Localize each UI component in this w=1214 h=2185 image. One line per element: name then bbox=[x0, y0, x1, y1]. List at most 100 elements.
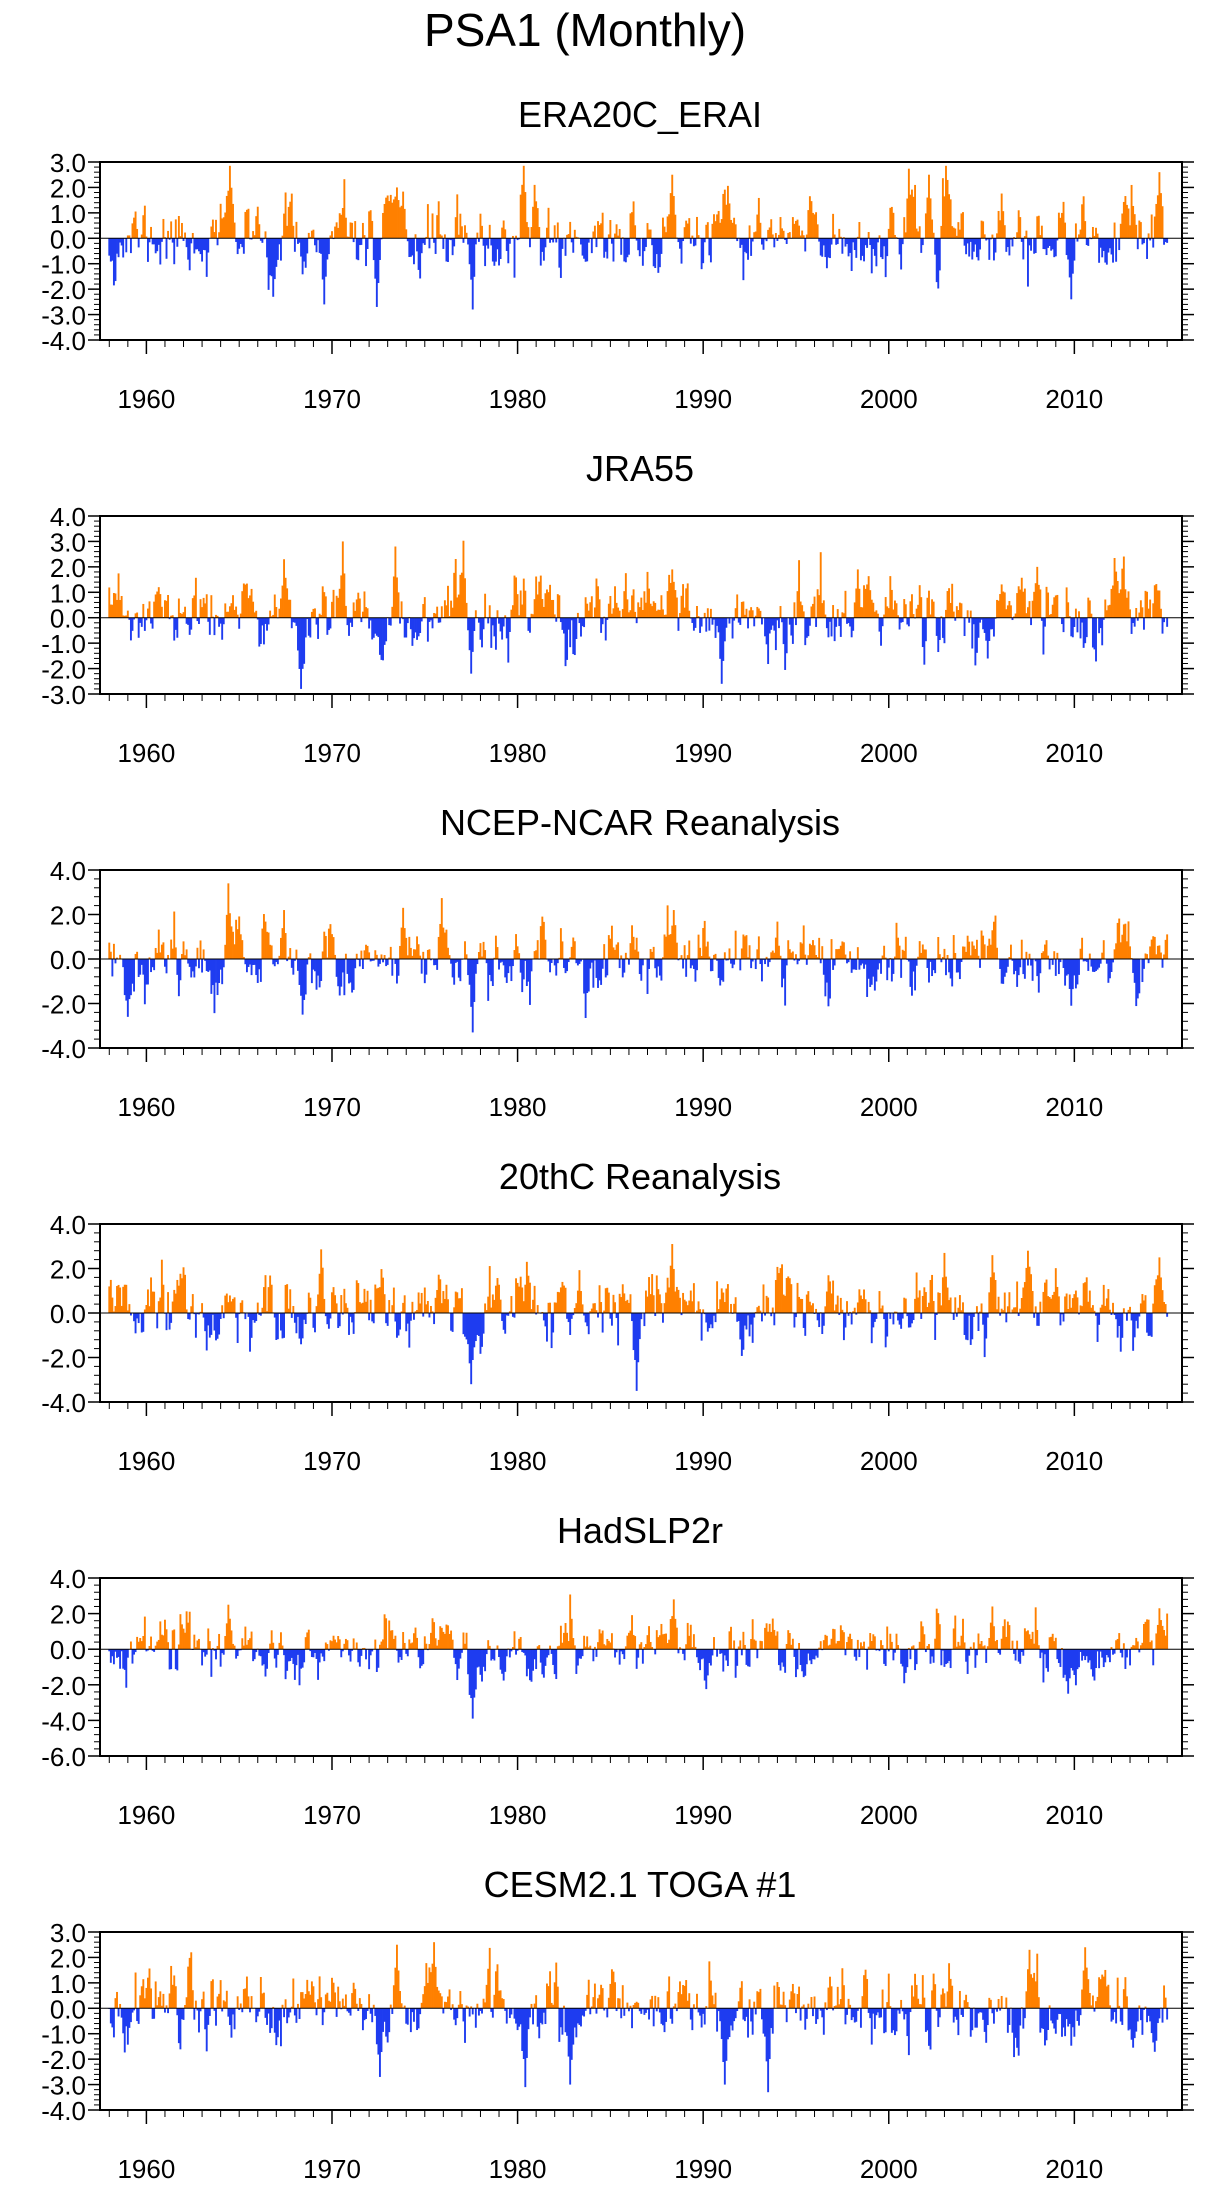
bar-negative bbox=[156, 1313, 159, 1329]
bar-negative bbox=[511, 1313, 514, 1317]
bar-negative bbox=[618, 1649, 621, 1665]
bar-negative bbox=[750, 959, 753, 969]
bar-negative bbox=[719, 959, 722, 986]
bar-negative bbox=[199, 2008, 202, 2012]
bar-negative bbox=[1164, 238, 1167, 243]
bar-positive bbox=[722, 193, 725, 239]
bar-positive bbox=[923, 1997, 926, 2009]
bar-series bbox=[108, 540, 1169, 689]
bar-positive bbox=[655, 1275, 658, 1313]
bar-positive bbox=[241, 591, 244, 618]
bar-negative bbox=[176, 617, 179, 638]
bar-positive bbox=[315, 1306, 318, 1313]
bar-negative bbox=[317, 959, 320, 976]
bar-positive bbox=[1156, 1624, 1159, 1650]
bar-positive bbox=[482, 1998, 485, 2009]
bar-negative bbox=[812, 1649, 814, 1660]
bar-negative bbox=[1020, 1649, 1023, 1653]
bar-negative bbox=[122, 959, 125, 968]
bar-positive bbox=[867, 1301, 870, 1313]
bar-negative bbox=[215, 2008, 217, 2026]
bar-negative bbox=[1133, 1313, 1136, 1338]
bar-negative bbox=[374, 2008, 377, 2016]
bar-positive bbox=[516, 1282, 519, 1313]
bar-positive bbox=[280, 598, 282, 618]
bar-positive bbox=[168, 1993, 171, 2009]
bar-positive bbox=[1003, 592, 1006, 618]
bar-negative bbox=[713, 617, 715, 620]
bar-negative bbox=[575, 1649, 578, 1674]
bar-negative bbox=[396, 959, 398, 984]
bar-negative bbox=[327, 1313, 330, 1329]
bar-positive bbox=[290, 2006, 293, 2009]
bar-negative bbox=[1096, 1313, 1099, 1342]
bar-positive bbox=[680, 595, 683, 618]
bar-negative bbox=[593, 959, 596, 961]
bar-positive bbox=[940, 1994, 943, 2009]
bar-negative bbox=[818, 1313, 821, 1328]
bar-negative bbox=[428, 617, 431, 622]
bar-positive bbox=[609, 1983, 612, 2009]
bar-positive bbox=[524, 192, 527, 239]
bar-negative bbox=[1074, 959, 1077, 989]
bar-positive bbox=[754, 1640, 757, 1650]
bar-positive bbox=[573, 1308, 576, 1313]
y-tick-label: 1.0 bbox=[50, 199, 86, 229]
bar-positive bbox=[479, 213, 482, 239]
bar-positive bbox=[244, 1988, 247, 2009]
bar-positive bbox=[675, 942, 678, 959]
bar-negative bbox=[1064, 2008, 1067, 2037]
bar-negative bbox=[643, 1313, 646, 1327]
bar-positive bbox=[515, 577, 517, 618]
bar-negative bbox=[566, 617, 569, 660]
bar-positive bbox=[378, 1644, 381, 1650]
bar-positive bbox=[946, 955, 949, 959]
bar-negative bbox=[473, 238, 476, 277]
bar-negative bbox=[168, 1649, 171, 1670]
bar-positive bbox=[618, 1998, 621, 2009]
bar-negative bbox=[768, 617, 771, 634]
bar-positive bbox=[983, 1645, 986, 1650]
bar-negative bbox=[598, 959, 601, 981]
bar-negative bbox=[368, 1313, 371, 1321]
bar-negative bbox=[1121, 2008, 1124, 2025]
bar-positive bbox=[504, 615, 507, 618]
bar-negative bbox=[165, 1313, 168, 1331]
bar-positive bbox=[1039, 235, 1042, 239]
bar-negative bbox=[1051, 959, 1054, 965]
bar-positive bbox=[1059, 217, 1062, 239]
bar-negative bbox=[1125, 1313, 1128, 1321]
bar-positive bbox=[521, 604, 524, 618]
bar-positive bbox=[309, 1297, 312, 1313]
bar-positive bbox=[733, 217, 736, 239]
bar-negative bbox=[994, 617, 997, 619]
bar-positive bbox=[774, 233, 777, 239]
bar-negative bbox=[153, 2008, 156, 2019]
bar-positive bbox=[889, 2006, 892, 2009]
bar-positive bbox=[494, 1285, 497, 1313]
bar-positive bbox=[624, 573, 627, 618]
bar-positive bbox=[979, 1311, 981, 1313]
bar-positive bbox=[411, 1642, 414, 1650]
bar-negative bbox=[508, 2008, 511, 2019]
bar-negative bbox=[870, 238, 873, 274]
bar-positive bbox=[859, 1642, 862, 1650]
bar-positive bbox=[726, 1284, 729, 1313]
bar-negative bbox=[785, 238, 788, 244]
bar-positive bbox=[938, 1292, 941, 1313]
bar-negative bbox=[374, 617, 377, 634]
bar-negative bbox=[906, 617, 909, 625]
bar-negative bbox=[663, 2008, 666, 2033]
bar-positive bbox=[798, 1986, 801, 2009]
bar-negative bbox=[383, 617, 386, 645]
bar-positive bbox=[417, 944, 420, 959]
bar-negative bbox=[371, 617, 374, 640]
bar-negative bbox=[1044, 238, 1046, 250]
bar-negative bbox=[467, 1313, 470, 1345]
bar-negative bbox=[736, 1313, 739, 1322]
bar-positive bbox=[570, 946, 573, 959]
bar-positive bbox=[842, 942, 845, 959]
bar-negative bbox=[558, 238, 561, 268]
bar-negative bbox=[624, 238, 627, 263]
bar-positive bbox=[799, 235, 802, 239]
